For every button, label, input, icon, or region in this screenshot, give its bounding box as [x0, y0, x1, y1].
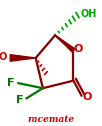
Text: F: F	[16, 95, 23, 105]
Text: O: O	[82, 92, 91, 102]
Polygon shape	[10, 55, 36, 61]
Text: F: F	[7, 77, 14, 88]
Text: racemate: racemate	[27, 115, 75, 124]
Text: HO: HO	[0, 52, 7, 62]
Text: OH: OH	[81, 9, 97, 19]
Polygon shape	[55, 35, 74, 52]
Text: O: O	[74, 44, 83, 54]
